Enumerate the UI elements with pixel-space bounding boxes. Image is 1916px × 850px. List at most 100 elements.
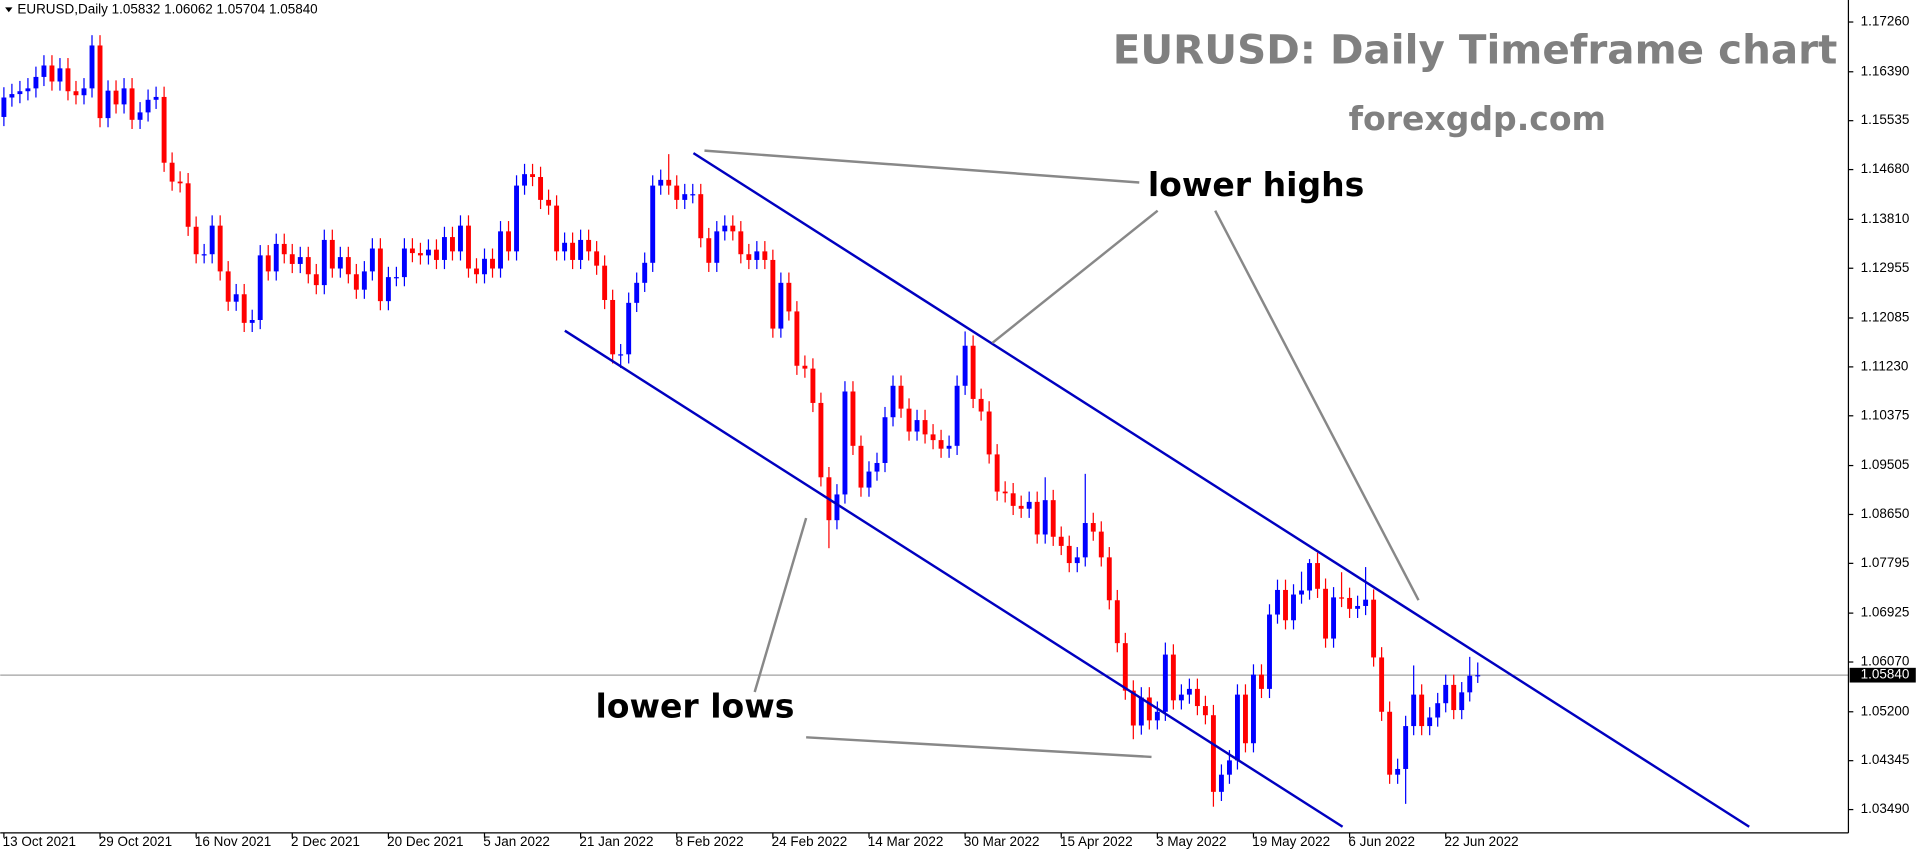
y-tick-label: 1.05200 [1861,703,1910,718]
candle-body [722,225,728,232]
candle-body [1315,563,1320,589]
candle-body [914,420,920,432]
candle-body [417,253,423,256]
candle-body [1090,523,1096,532]
x-tick-label: 3 May 2022 [1156,834,1226,849]
candle-body [321,239,327,286]
candle-body [257,255,263,320]
candle-body [1267,614,1272,689]
candle-body [474,268,479,275]
candle-body [1371,599,1377,658]
candle-body [177,181,183,184]
candles [1,35,1481,807]
candle-body [89,45,95,89]
candle-body [265,255,271,272]
x-tick-label: 6 Jun 2022 [1348,834,1415,849]
x-tick-label: 22 Jun 2022 [1444,834,1518,849]
candle-body [1146,697,1152,721]
chart-subtitle: forexgdp.com [1349,99,1606,138]
x-tick-label: 14 Mar 2022 [868,834,944,849]
x-tick-label: 21 Jan 2022 [579,834,653,849]
candle-body [858,445,864,488]
candle-body [393,277,399,279]
candle-body [458,225,463,252]
y-tick-label: 1.04345 [1861,752,1910,767]
candle-body [33,76,39,89]
candle-body [562,242,568,252]
header: EURUSD,Daily 1.05832 1.06062 1.05704 1.0… [17,1,317,16]
low-value: 1.05704 [217,1,266,16]
candle-body [642,262,648,283]
candle-body [770,259,776,329]
candle-body [1106,557,1112,601]
y-tick-label: 1.10375 [1861,407,1910,422]
candle-body [1082,523,1088,558]
y-tick-label: 1.14680 [1861,161,1910,176]
candle-body [65,68,71,92]
candle-body [1130,690,1136,726]
candle-body [938,440,944,449]
candle-body [546,199,552,206]
candle-body [41,65,47,77]
candle-body [81,88,87,96]
candle-body [554,205,560,252]
candle-body [401,248,407,278]
candle-body [161,96,167,163]
candle-body [610,299,616,355]
candle-body [1186,688,1192,695]
candle-body [906,408,912,432]
candle-body [1050,500,1056,537]
candle-body [1154,711,1160,721]
candle-body [1058,536,1064,546]
header-icon [5,7,13,13]
candle-body [225,271,231,302]
candle-body [834,494,840,521]
candle-body [113,90,119,105]
candle-body [297,257,303,264]
annotation: lower lows [595,687,794,726]
candle-body [249,319,255,323]
candle-body [802,365,808,369]
y-tick-label: 1.17260 [1861,14,1910,29]
y-tick-label: 1.13810 [1861,211,1910,226]
axes [0,21,1854,838]
candle-body [1459,692,1465,711]
candle-body [1467,675,1473,693]
candle-body [1251,674,1256,744]
candle-body [305,257,311,275]
candle-body [1010,493,1016,506]
candle-body [946,445,952,449]
x-tick-label: 13 Oct 2021 [3,834,76,849]
candle-body [1387,711,1393,775]
candle-body [345,257,351,275]
candle-body [329,239,335,269]
candle-body [233,294,239,302]
candle-body [962,345,968,386]
candle-body [666,179,672,186]
candle-body [385,277,391,302]
candle-body [1363,599,1369,606]
candle-body [1299,590,1304,595]
annotation: lower highs [1148,165,1364,204]
candle-body [922,420,928,435]
candle-body [754,251,760,260]
candle-body [1138,697,1144,726]
candle-body [994,454,1000,492]
candle-body [97,45,103,119]
candle-body [1419,694,1425,727]
annotation-pointers [704,149,1420,759]
upper-trendline [692,152,1750,828]
candle-body [409,248,415,254]
y-tick-label: 1.03490 [1861,801,1910,816]
x-tick-label: 5 Jan 2022 [483,834,550,849]
candle-body [433,249,439,260]
candle-body [193,226,199,255]
x-tick-label: 19 May 2022 [1252,834,1330,849]
candle-body [129,88,135,120]
candle-body [57,68,63,82]
candle-body [842,391,848,495]
candle-body [634,282,640,303]
candle-body [25,88,31,92]
